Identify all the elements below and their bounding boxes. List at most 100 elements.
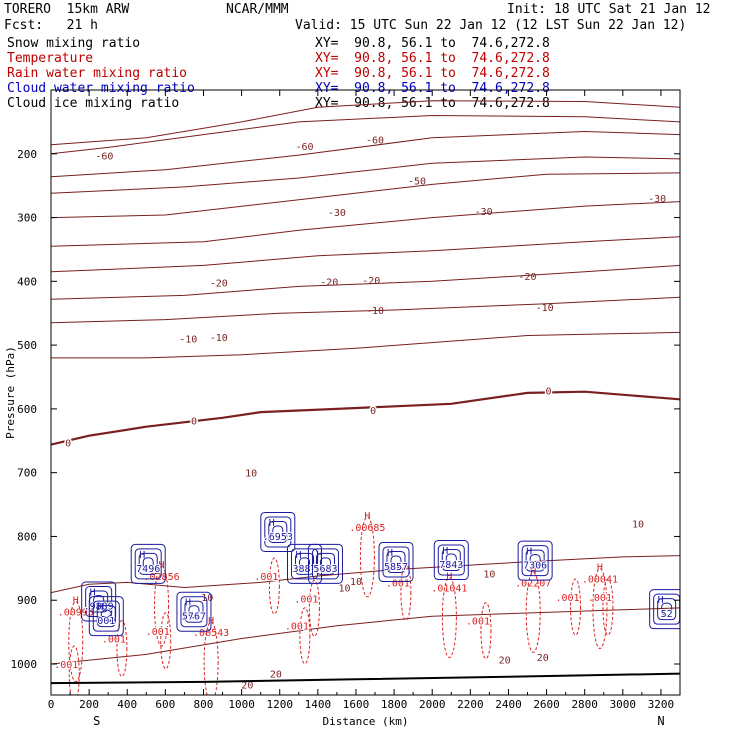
cloud-contour xyxy=(272,525,284,539)
rain-max-label: .02207 xyxy=(515,578,551,589)
cloud-max-marker: H xyxy=(269,518,275,529)
cloud-contour xyxy=(433,540,469,581)
cloud-contour xyxy=(92,600,120,632)
cloud-contour xyxy=(307,543,343,584)
rain-max-label: .00543 xyxy=(193,628,229,639)
isotherm-label: -60 xyxy=(95,152,113,163)
y-axis-label: Pressure (hPa) xyxy=(4,346,17,439)
isotherm-label: -20 xyxy=(320,277,338,288)
isotherm-label: -20 xyxy=(210,279,228,290)
cloud-contour xyxy=(386,550,406,573)
isotherm-label: 10 xyxy=(350,577,362,588)
x-tick-label: 1200 xyxy=(266,698,293,711)
valid-time: Valid: 15 UTC Sun 22 Jan 12 (12 LST Sun … xyxy=(295,18,687,33)
isotherm-label: 0 xyxy=(545,386,551,397)
isotherm-label: -10 xyxy=(536,303,554,314)
cloud-contour xyxy=(88,596,124,637)
north-label: N xyxy=(657,714,664,728)
rain-contour xyxy=(570,578,582,636)
rain-contour xyxy=(400,563,412,621)
x-tick-label: 400 xyxy=(117,698,137,711)
cloud-contour xyxy=(529,554,541,568)
x-tick-label: 0 xyxy=(48,698,55,711)
isotherm-1 xyxy=(51,100,680,146)
x-axis-label: Distance (km) xyxy=(322,715,408,728)
rain-contour-label: .001 xyxy=(54,660,78,671)
y-tick-label: 300 xyxy=(17,212,37,225)
x-tick-label: 200 xyxy=(79,698,99,711)
cloud-contour xyxy=(268,520,288,543)
isotherm-label: 20 xyxy=(241,680,253,691)
cloud-max-label: 5683 xyxy=(313,564,337,575)
rain-contour-label: .001 xyxy=(294,594,318,605)
isotherm-0 xyxy=(51,114,680,155)
south-label: S xyxy=(93,714,100,728)
field-cloudice-xy: XY= 90.8, 56.1 to 74.6,272.8 xyxy=(315,96,550,111)
y-tick-label: 1000 xyxy=(11,658,38,671)
isotherm-label: 0 xyxy=(370,406,376,417)
field-snow-name: Snow mixing ratio xyxy=(7,36,141,51)
rain-contour-label: .001 xyxy=(146,627,170,638)
ground-surface-line xyxy=(51,672,680,685)
cloud-contour xyxy=(382,546,410,578)
cloud-contour xyxy=(517,540,553,581)
isotherm-8 xyxy=(51,296,680,324)
y-tick-label: 700 xyxy=(17,467,37,480)
isotherm-label: 20 xyxy=(499,656,511,667)
x-tick-label: 2800 xyxy=(571,698,598,711)
isotherm-9 xyxy=(51,331,680,359)
isotherm-label: 10 xyxy=(632,520,644,531)
model-name: TORERO 15km ARW xyxy=(4,2,130,17)
y-tick-label: 200 xyxy=(17,148,37,161)
cloud-max-label: 52 xyxy=(661,609,673,620)
isotherm-label: -20 xyxy=(362,276,380,287)
cloud-max-marker: H xyxy=(90,587,96,598)
cloud-max-marker: H xyxy=(185,598,191,609)
rain-max-marker: H xyxy=(446,571,452,582)
isotherm-label: 0 xyxy=(191,416,197,427)
y-tick-label: 800 xyxy=(17,530,37,543)
rain-contour xyxy=(525,571,541,653)
isotherm-label: 0 xyxy=(65,439,71,450)
rain-contour-label: .001 xyxy=(588,593,612,604)
isotherm-label: 20 xyxy=(270,670,282,681)
x-tick-label: 2600 xyxy=(533,698,560,711)
x-tick-label: 2000 xyxy=(419,698,446,711)
rain-max-marker: H xyxy=(73,596,79,607)
x-tick-label: 1000 xyxy=(228,698,255,711)
cloud-max-marker: H xyxy=(97,602,103,613)
cloud-max-marker: H xyxy=(658,595,664,606)
x-tick-label: 600 xyxy=(155,698,175,711)
cloud-contour xyxy=(445,553,457,567)
rain-contour xyxy=(602,578,614,636)
cloud-contour xyxy=(315,552,335,575)
cloud-contour xyxy=(661,602,673,616)
rain-contour xyxy=(68,645,80,695)
x-tick-label: 1800 xyxy=(381,698,408,711)
rain-contour xyxy=(160,612,172,670)
cloud-contour xyxy=(100,609,112,623)
cloud-contour xyxy=(142,557,154,571)
rain-contour-label: .001 xyxy=(102,634,126,645)
rain-contour-label: .001 xyxy=(466,617,490,628)
x-tick-label: 3000 xyxy=(610,698,637,711)
y-tick-label: 900 xyxy=(17,594,37,607)
isotherm-6 xyxy=(51,236,680,273)
cloud-contour xyxy=(264,516,292,548)
cloud-contour xyxy=(184,600,204,623)
isotherm-label: 10 xyxy=(339,583,351,594)
field-temp-name: Temperature xyxy=(7,51,94,66)
rain-contour xyxy=(308,579,320,637)
cloud-contour xyxy=(378,541,414,582)
plot-area: -60-60-60-50-30 -30-30-20 -20 -20 -20-10 -10-… xyxy=(51,100,680,695)
cloud-contour xyxy=(291,548,319,580)
isotherm-2 xyxy=(51,130,680,178)
plot-frame xyxy=(50,89,681,696)
rain-contour xyxy=(441,576,457,658)
cloud-contour xyxy=(319,557,331,571)
rain-contour xyxy=(268,557,280,615)
rain-contour xyxy=(154,565,170,647)
cloud-max-label: .6953 xyxy=(263,532,293,543)
rain-contour xyxy=(116,619,128,677)
cloud-contour xyxy=(130,543,166,584)
